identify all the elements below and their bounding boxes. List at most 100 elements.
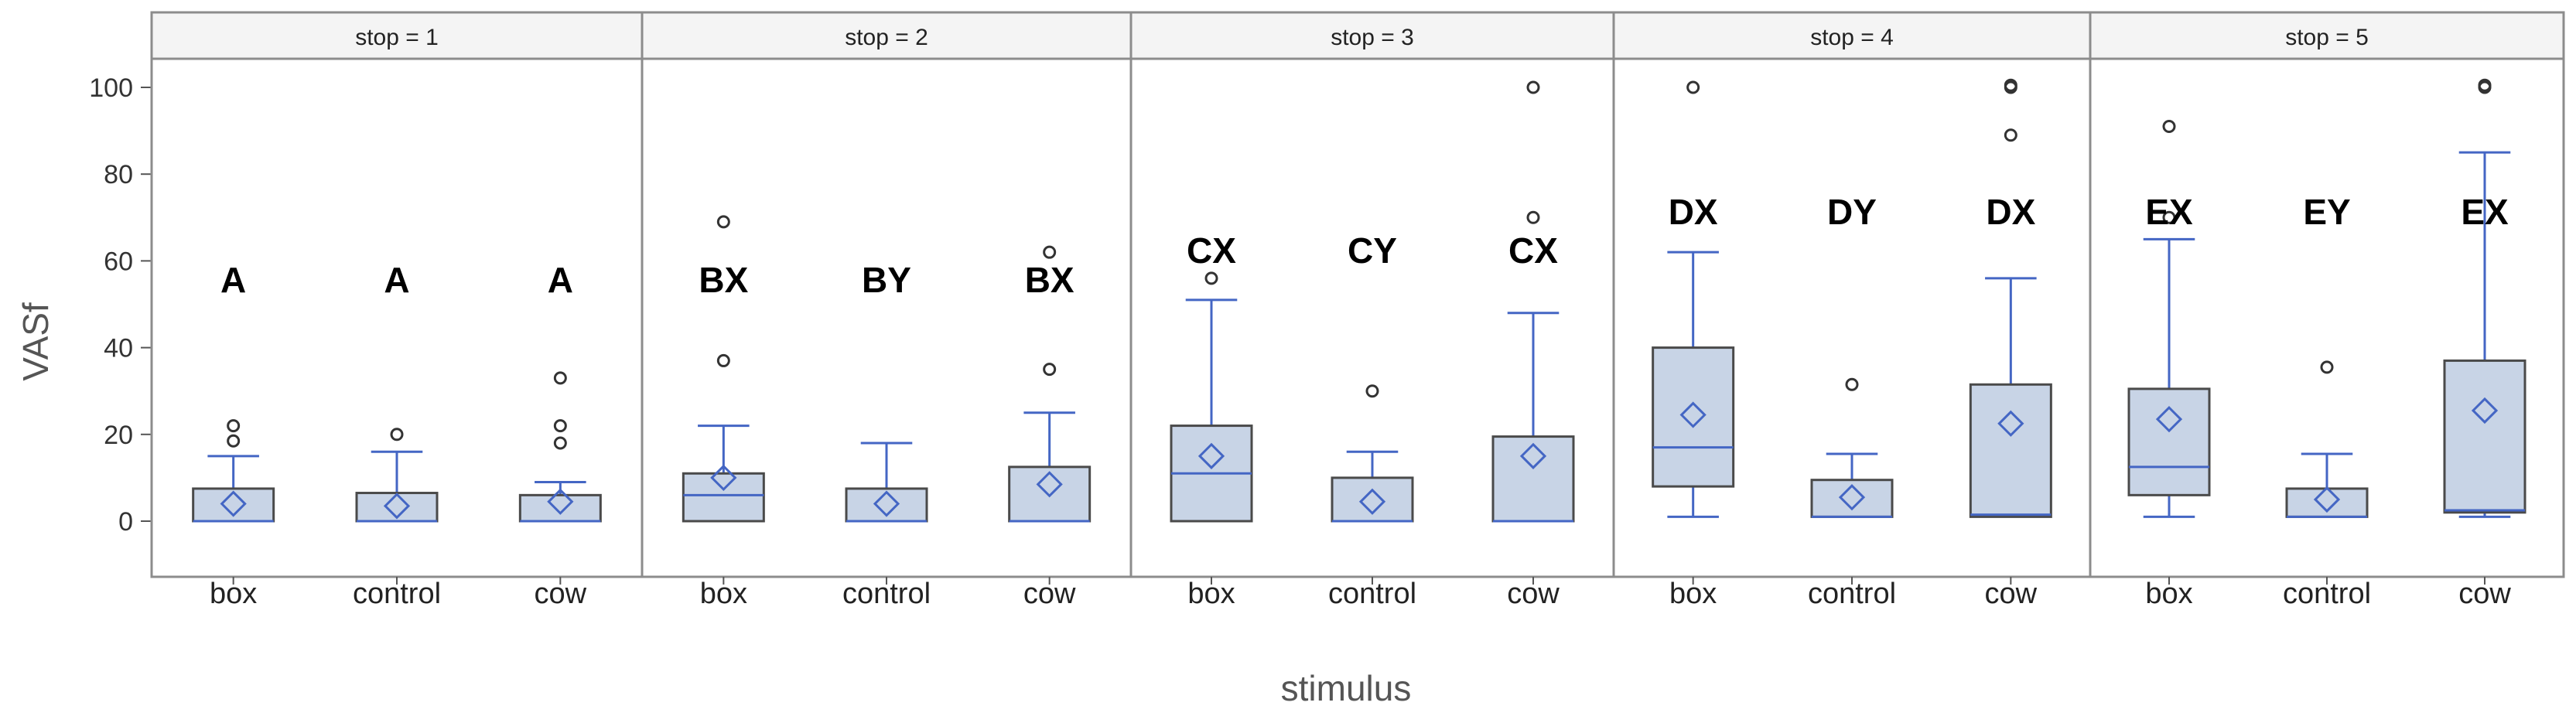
panel-title-strip (1129, 11, 1615, 60)
panel-stop-2: stop = 2 BX box BY control BX cow (641, 11, 1133, 610)
x-tick-label: control (2283, 578, 2371, 610)
outlier-point (2320, 360, 2334, 374)
y-tick-label: 60 (104, 247, 133, 276)
y-axis: 0 20 40 60 80 100 (89, 73, 152, 537)
x-tick-label: cow (1985, 578, 2038, 610)
group-letter: DX (1669, 192, 1718, 232)
panel-stop-5: stop = 5 EX box EY control EX cow (2089, 11, 2565, 610)
boxplot-control: BY control (842, 260, 931, 610)
outlier-point (390, 428, 404, 442)
y-tick-label: 100 (89, 73, 133, 103)
mean-marker (2471, 397, 2499, 424)
x-tick-label: control (1808, 578, 1896, 610)
outlier-point (1365, 384, 1379, 398)
group-letter: A (384, 260, 409, 300)
group-letter: CX (1508, 230, 1558, 271)
boxplot-box: CX box (1170, 230, 1253, 610)
boxplot-box: BX box (682, 215, 765, 610)
box-iqr (1491, 435, 1575, 523)
x-tick-label: box (1187, 578, 1235, 610)
boxplot-control: CY control (1328, 230, 1416, 610)
outlier-point (2004, 78, 2017, 92)
mean-marker (2155, 406, 2183, 433)
y-tick-label: 0 (118, 507, 133, 537)
outlier-point (716, 215, 730, 229)
mean-marker (1036, 471, 1063, 498)
box-iqr (2443, 359, 2526, 514)
outlier-point (1043, 245, 1057, 259)
y-axis-title: VASf (15, 302, 56, 381)
mean-marker (2313, 486, 2341, 513)
x-tick-label: cow (1023, 578, 1076, 610)
panel-title-strip (1612, 11, 2092, 60)
group-letter: BY (862, 260, 911, 300)
outlier-point (1043, 363, 1057, 377)
group-letter: EY (2303, 192, 2350, 232)
boxplot-cow: CX cow (1491, 80, 1575, 610)
panel-title: stop = 2 (845, 25, 928, 50)
x-tick-label: cow (1507, 578, 1560, 610)
panel-title: stop = 1 (355, 25, 439, 50)
mean-marker (710, 464, 737, 492)
mean-marker (220, 490, 247, 517)
group-letter: A (548, 260, 573, 300)
boxplot-cow: BX cow (1008, 245, 1092, 610)
boxplot-box: DX box (1652, 80, 1735, 610)
y-tick-label: 80 (104, 160, 133, 189)
outlier-point (2004, 128, 2017, 142)
panel-stop-4: stop = 4 DX box DY control DX cow (1612, 11, 2092, 610)
x-tick-label: box (1669, 578, 1717, 610)
outlier-point (2162, 210, 2176, 224)
group-letter: BX (699, 260, 748, 300)
group-letter: DX (1986, 192, 2035, 232)
boxplot-box: EX box (2127, 119, 2211, 610)
x-tick-label: control (353, 578, 441, 610)
x-tick-label: box (700, 578, 747, 610)
group-letter: CY (1348, 230, 1397, 271)
outlier-point (553, 371, 567, 385)
x-tick-label: control (1328, 578, 1416, 610)
boxplot-cow: DX cow (1969, 78, 2052, 610)
group-letter: EX (2461, 192, 2509, 232)
outlier-point (716, 353, 730, 367)
outlier-point (1204, 271, 1218, 285)
box-iqr (1008, 465, 1092, 523)
panel-title: stop = 4 (1810, 25, 1894, 50)
box-iqr (682, 472, 765, 523)
mean-marker (1997, 410, 2024, 437)
group-letter: CX (1187, 230, 1236, 271)
mean-marker (873, 490, 900, 517)
x-tick-label: control (842, 578, 931, 610)
outlier-point (1686, 80, 1700, 94)
group-letter: BX (1025, 260, 1074, 300)
outlier-point (1526, 80, 1540, 94)
mean-marker (1358, 488, 1386, 515)
outlier-point (227, 434, 241, 448)
group-letter: DY (1827, 192, 1877, 232)
x-tick-label: box (2145, 578, 2192, 610)
mean-marker (1519, 442, 1547, 469)
panel-stop-3: stop = 3 CX box CY control CX cow (1129, 11, 1615, 610)
boxplot-control: DY control (1808, 192, 1896, 610)
outlier-point (227, 419, 241, 433)
panel-title: stop = 3 (1331, 25, 1414, 50)
boxplot-cow: EX cow (2443, 78, 2526, 610)
outlier-point (2162, 119, 2176, 133)
mean-marker (383, 493, 411, 520)
x-tick-label: cow (535, 578, 587, 610)
x-tick-label: box (210, 578, 257, 610)
group-letter: A (220, 260, 246, 300)
boxplot-control: EY control (2283, 192, 2371, 610)
group-letter: EX (2145, 192, 2193, 232)
box-iqr (1969, 383, 2052, 518)
mean-marker (547, 488, 574, 515)
box-iqr (518, 493, 602, 523)
y-tick-label: 20 (104, 421, 133, 450)
y-tick-label: 40 (104, 334, 133, 363)
